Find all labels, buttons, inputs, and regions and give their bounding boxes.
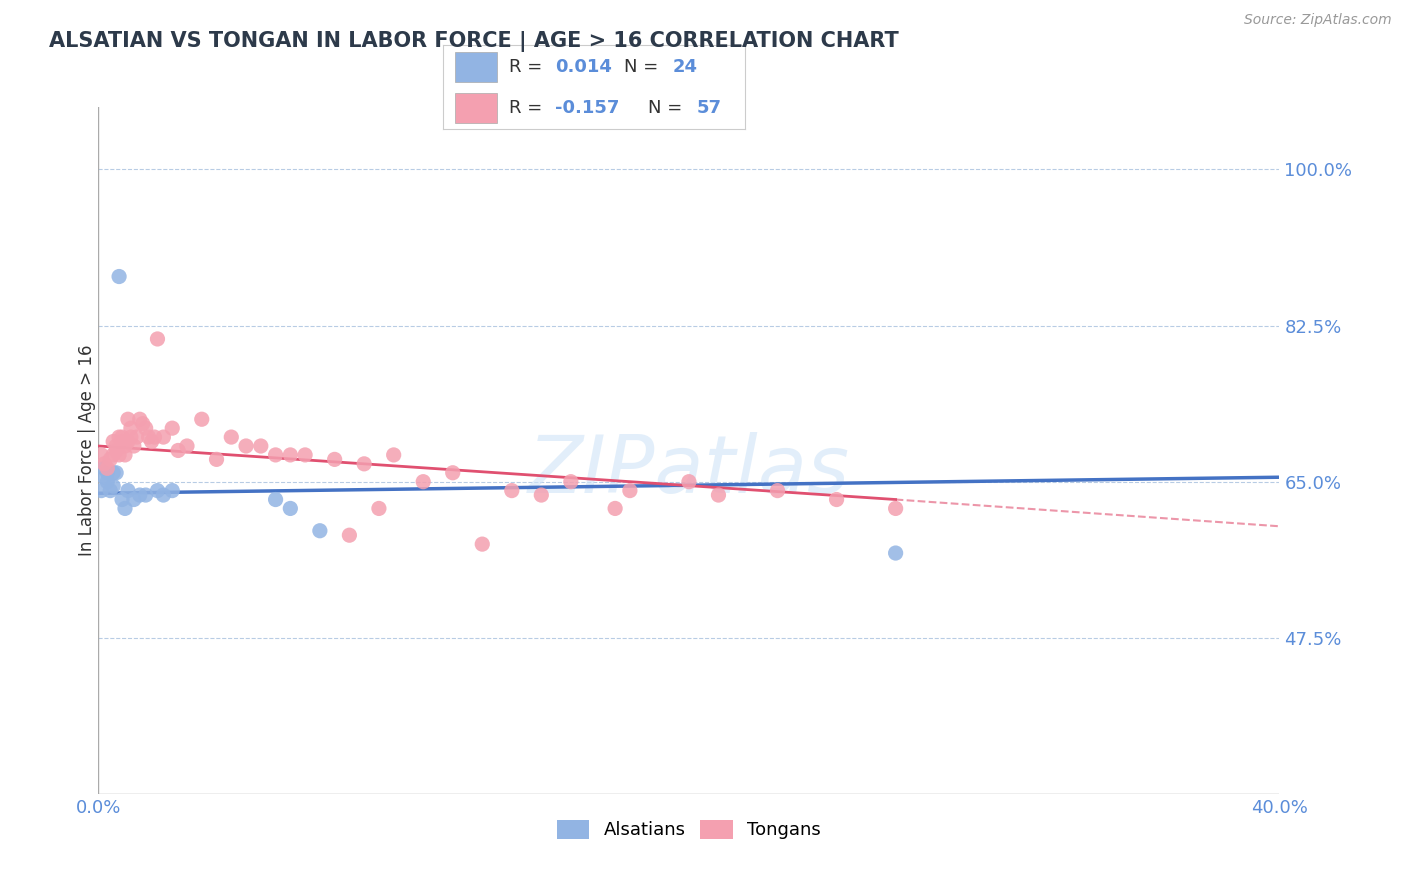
Point (167, 443, 190, 458)
Point (117, 412, 139, 426)
Point (103, 466, 125, 480)
Point (98, 452, 121, 467)
Point (96, 475, 118, 489)
Point (707, 488, 730, 502)
Point (117, 483, 139, 498)
Point (105, 443, 128, 458)
Point (114, 439, 136, 453)
Point (122, 439, 145, 453)
Text: Source: ZipAtlas.com: Source: ZipAtlas.com (1244, 13, 1392, 28)
Point (125, 430, 148, 444)
Point (884, 501, 907, 516)
Legend: Alsatians, Tongans: Alsatians, Tongans (550, 813, 828, 847)
Point (280, 501, 302, 516)
Point (117, 434, 139, 449)
Point (152, 430, 174, 444)
Point (98, 483, 121, 498)
Text: R =: R = (509, 99, 548, 117)
Point (678, 475, 700, 489)
Point (250, 439, 273, 453)
Point (103, 434, 125, 449)
Point (264, 492, 287, 507)
Point (103, 479, 125, 493)
Bar (456, 93, 498, 122)
Point (294, 448, 316, 462)
Point (143, 430, 166, 444)
Point (111, 430, 134, 444)
Point (135, 488, 157, 502)
Point (339, 528, 361, 542)
Point (353, 457, 375, 471)
Point (132, 417, 155, 431)
Point (560, 475, 582, 489)
Point (111, 492, 134, 507)
Point (162, 421, 183, 435)
Point (105, 466, 128, 480)
Point (108, 269, 131, 284)
Point (93, 457, 115, 471)
Y-axis label: In Labor Force | Age > 16: In Labor Force | Age > 16 (79, 344, 96, 557)
Point (530, 488, 553, 502)
Point (108, 448, 131, 462)
Point (120, 421, 142, 435)
Point (114, 501, 136, 516)
Point (309, 524, 332, 538)
Point (96, 466, 118, 480)
Point (90, 448, 112, 462)
Point (280, 448, 302, 462)
Point (205, 452, 228, 467)
Point (382, 448, 405, 462)
Text: 24: 24 (672, 58, 697, 76)
Bar (456, 53, 498, 82)
Point (96, 461, 118, 475)
Text: ALSATIAN VS TONGAN IN LABOR FORCE | AGE > 16 CORRELATION CHART: ALSATIAN VS TONGAN IN LABOR FORCE | AGE … (49, 31, 898, 53)
Point (368, 501, 391, 516)
Point (605, 501, 627, 516)
Point (176, 439, 198, 453)
Point (619, 483, 641, 498)
Point (90, 483, 112, 498)
Point (884, 546, 907, 560)
Text: ZIPatlas: ZIPatlas (527, 432, 851, 510)
Point (471, 537, 494, 551)
Point (93, 470, 115, 484)
Point (146, 332, 169, 346)
Text: 0.014: 0.014 (555, 58, 612, 76)
Text: R =: R = (509, 58, 548, 76)
Point (146, 483, 169, 498)
Point (221, 430, 243, 444)
Point (264, 448, 287, 462)
Point (191, 412, 214, 426)
Point (162, 483, 183, 498)
Text: 57: 57 (697, 99, 721, 117)
Text: -0.157: -0.157 (555, 99, 619, 117)
Point (141, 434, 163, 449)
Point (323, 452, 346, 467)
Point (122, 492, 145, 507)
Point (825, 492, 848, 507)
Point (138, 430, 160, 444)
Point (128, 412, 150, 426)
Point (120, 430, 142, 444)
Point (135, 421, 157, 435)
Point (108, 430, 131, 444)
Point (501, 483, 523, 498)
Point (114, 448, 136, 462)
Point (105, 439, 128, 453)
Point (441, 466, 464, 480)
Point (103, 448, 125, 462)
Text: N =: N = (648, 99, 689, 117)
Point (128, 488, 150, 502)
Point (412, 475, 434, 489)
Point (235, 439, 257, 453)
Point (152, 488, 174, 502)
Text: N =: N = (624, 58, 664, 76)
Point (766, 483, 789, 498)
Point (93, 461, 115, 475)
Point (111, 434, 134, 449)
